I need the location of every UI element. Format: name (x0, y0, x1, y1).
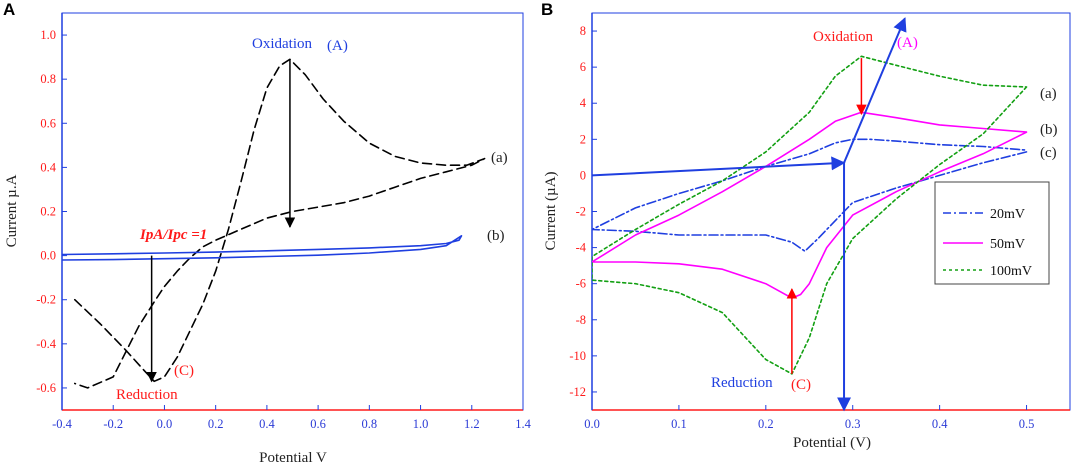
panel-a-ticks: -0.4 -0.2 0.0 0.2 0.4 0.6 0.8 1.0 1.2 1.4 -0.6 -0.4… (36, 28, 531, 431)
panel-a-ylabel: Current µ.A (4, 174, 20, 247)
panel-b-oxidation-tag: (A) (897, 35, 918, 51)
panel-a-reduction-tag: (C) (174, 363, 194, 379)
y-tick-label-b: 8 (580, 24, 586, 38)
panel-b-oxidation-label: Oxidation (813, 29, 873, 45)
panel-a-chart: -0.4 -0.2 0.0 0.2 0.4 0.6 0.8 1.0 1.2 1.4 -0.6 -0.4… (4, 12, 532, 466)
panel-a-ratio-label: IpA/Ipc =1 (139, 227, 207, 243)
panel-b-xlabel: Potential (V) (793, 435, 871, 451)
oxidation-direction-arrow-b (843, 17, 907, 164)
y-tick-label-b: 2 (580, 132, 586, 146)
x-tick-label-a: 0.2 (208, 417, 224, 431)
panel-b-curve-c-label: (c) (1040, 145, 1057, 161)
x-tick-label-a: 0.6 (310, 417, 326, 431)
x-tick-label-a: -0.4 (52, 417, 73, 431)
panel-b-curve-a-label: (a) (1040, 86, 1057, 102)
y-tick-label-b: -10 (569, 349, 586, 363)
panel-b-reduction-tag: (C) (791, 377, 811, 393)
legend-box (934, 181, 1050, 285)
y-tick-label-b: 6 (580, 60, 586, 74)
y-tick-label-a: 0.2 (40, 205, 56, 219)
series-a-a (74, 58, 486, 389)
y-tick-label-b: 0 (580, 168, 586, 182)
panel-a-curve-a-label: (a) (491, 150, 508, 166)
panel-a-curve-b-label: (b) (487, 228, 505, 244)
panel-b-curve-b-label: (b) (1040, 122, 1058, 138)
panel-b-chart: 0.0 0.1 0.2 0.3 0.4 0.5 -12 -10 -8 -6 -4 -2 0 2 4 6 8 Po… (543, 12, 1071, 451)
series-a-b (62, 235, 463, 261)
panel-b-ticks: 0.0 0.1 0.2 0.3 0.4 0.5 -12 -10 -8 -6 -4 -2 0 2 4 6 8 (569, 24, 1034, 431)
y-tick-label-a: -0.2 (36, 293, 56, 307)
legend-label-50mv: 50mV (990, 237, 1025, 252)
y-tick-label-a: 0.8 (40, 72, 56, 86)
y-tick-label-b: -6 (576, 277, 586, 291)
panel-b-arrows (591, 17, 907, 412)
x-tick-label-a: 0.4 (259, 417, 275, 431)
y-tick-label-b: -2 (576, 205, 586, 219)
x-tick-label-a: 0.0 (157, 417, 173, 431)
y-tick-label-a: -0.6 (36, 381, 56, 395)
x-tick-label-a: 1.2 (464, 417, 480, 431)
y-tick-label-a: 0.6 (40, 116, 56, 130)
panel-a-letter: A (3, 0, 15, 19)
panel-b-ylabel: Current (µA) (543, 171, 559, 250)
x-tick-label-a: 0.8 (362, 417, 378, 431)
series-b-20mv (592, 138, 1028, 252)
legend-label-20mv: 20mV (990, 207, 1025, 222)
panel-a-xlabel: Potential V (259, 450, 327, 466)
panel-a-series (62, 58, 486, 389)
legend-label-100mv: 100mV (990, 264, 1032, 279)
y-tick-label-b: -12 (569, 385, 586, 399)
panel-a-reduction-label: Reduction (116, 387, 178, 403)
panel-b-reduction-label: Reduction (711, 375, 773, 391)
y-tick-label-a: 0.0 (40, 249, 56, 263)
panel-b-legend: 20mV 50mV 100mV (934, 181, 1050, 285)
y-tick-label-a: 1.0 (40, 28, 56, 42)
panel-a-oxidation-label: Oxidation (252, 36, 312, 52)
x-tick-label-a: 1.4 (515, 417, 531, 431)
y-tick-label-b: 4 (580, 96, 587, 110)
x-tick-label-a: 1.0 (413, 417, 429, 431)
series-b-100mv (592, 55, 1028, 375)
y-tick-label-a: 0.4 (40, 160, 56, 174)
x-tick-label-b: 0.3 (845, 417, 861, 431)
panel-a-plot-frame (61, 12, 524, 411)
y-tick-label-b: -8 (576, 313, 586, 327)
horizontal-baseline-arrow-b (591, 156, 846, 177)
x-tick-label-b: 0.2 (758, 417, 774, 431)
x-tick-label-b: 0.5 (1019, 417, 1035, 431)
y-tick-label-b: -4 (576, 241, 587, 255)
x-tick-label-b: 0.4 (932, 417, 948, 431)
x-tick-label-b: 0.0 (584, 417, 600, 431)
panel-a-oxidation-tag: (A) (327, 38, 348, 54)
y-tick-label-a: -0.4 (36, 337, 57, 351)
x-tick-label-b: 0.1 (671, 417, 687, 431)
x-tick-label-a: -0.2 (103, 417, 123, 431)
panel-b-letter: B (541, 0, 553, 19)
panel-a-arrows (146, 59, 296, 383)
